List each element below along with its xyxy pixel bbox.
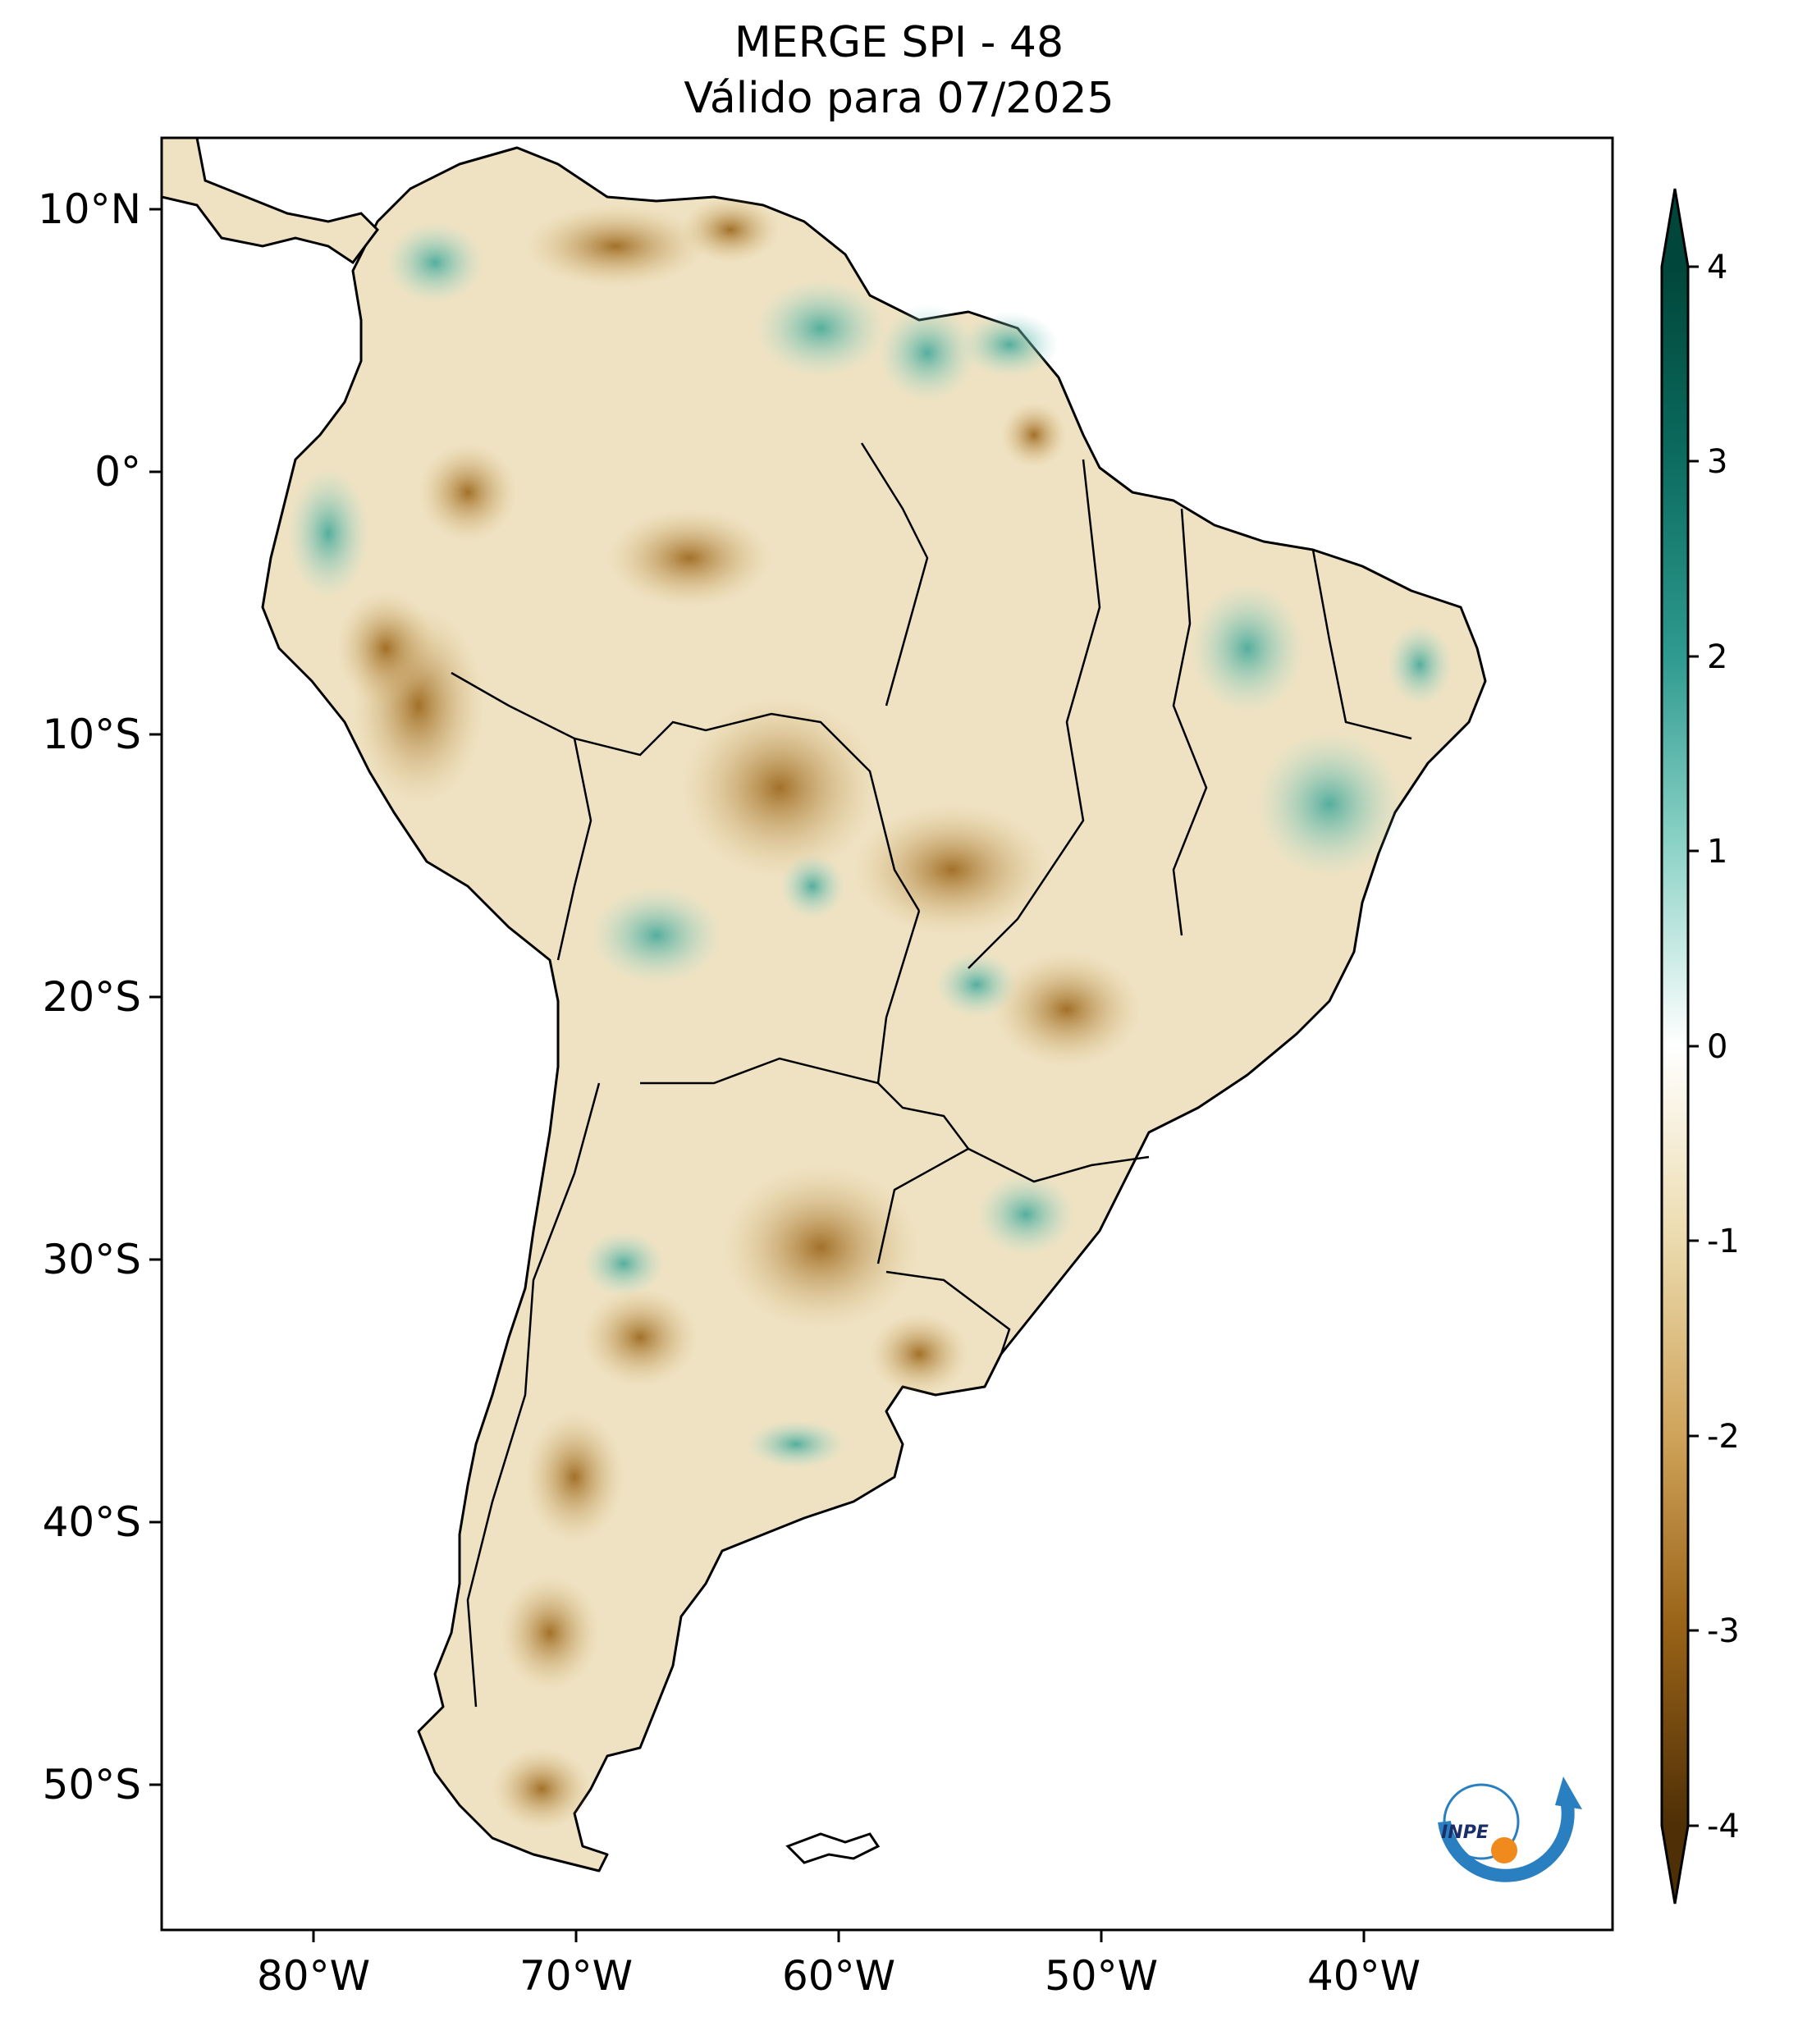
colorbar-tick-label: 4 (1707, 249, 1727, 286)
lat-tick-labels: 10°N 0° 10°S 20°S 30°S 40°S 50°S (38, 185, 141, 1809)
colorbar-tick-label: -2 (1707, 1418, 1740, 1456)
colorbar-tick-label: 0 (1707, 1028, 1727, 1066)
map-subtitle: Válido para 07/2025 (684, 74, 1114, 123)
colorbar-body (1662, 267, 1688, 1826)
colorbar-tick-label: 1 (1707, 833, 1727, 871)
lat-tick-label: 10°S (43, 711, 141, 758)
colorbar-ticks (1688, 265, 1699, 1827)
lon-tick-label: 80°W (257, 1952, 370, 2000)
lat-tick-label: 30°S (43, 1236, 141, 1283)
country-borders (451, 442, 1412, 1708)
lat-tick-label: 50°S (43, 1761, 141, 1809)
inpe-logo: INPE (1438, 1776, 1582, 1882)
central-america (162, 138, 379, 265)
logo-text: INPE (1441, 1822, 1489, 1843)
colorbar: 4 3 2 1 0 -1 -2 -3 -4 (1660, 188, 1740, 1905)
colorbar-tick-label: -3 (1707, 1612, 1740, 1650)
lon-tick-label: 60°W (782, 1952, 895, 2000)
lat-tick-label: 40°S (43, 1498, 141, 1546)
lon-tick-label: 70°W (519, 1952, 633, 2000)
colorbar-tick-label: 2 (1707, 638, 1727, 676)
colorbar-tick-label: -4 (1707, 1808, 1740, 1845)
lon-ticks (312, 1930, 1366, 1942)
lat-ticks (149, 208, 162, 1786)
logo-sun (1491, 1837, 1517, 1863)
lon-tick-labels: 80°W 70°W 60°W 50°W 40°W (257, 1952, 1421, 2000)
logo-inner-ring (1443, 1783, 1520, 1860)
lat-tick-label: 10°N (38, 185, 141, 233)
falkland-islands (785, 1832, 881, 1864)
lat-tick-label: 0° (94, 448, 141, 496)
colorbar-bottom-extension (1662, 1826, 1688, 1904)
lon-tick-label: 40°W (1307, 1952, 1421, 2000)
lon-tick-label: 50°W (1045, 1952, 1158, 2000)
map-title: MERGE SPI - 48 (734, 18, 1064, 67)
wet-anomalies (287, 222, 1453, 1469)
colorbar-tick-label: -1 (1707, 1223, 1740, 1260)
dry-anomalies (336, 197, 1141, 1830)
lat-tick-label: 20°S (43, 973, 141, 1021)
logo-arrow-head (1555, 1776, 1582, 1809)
colorbar-tick-label: 3 (1707, 443, 1727, 481)
colorbar-top-extension (1662, 189, 1688, 267)
